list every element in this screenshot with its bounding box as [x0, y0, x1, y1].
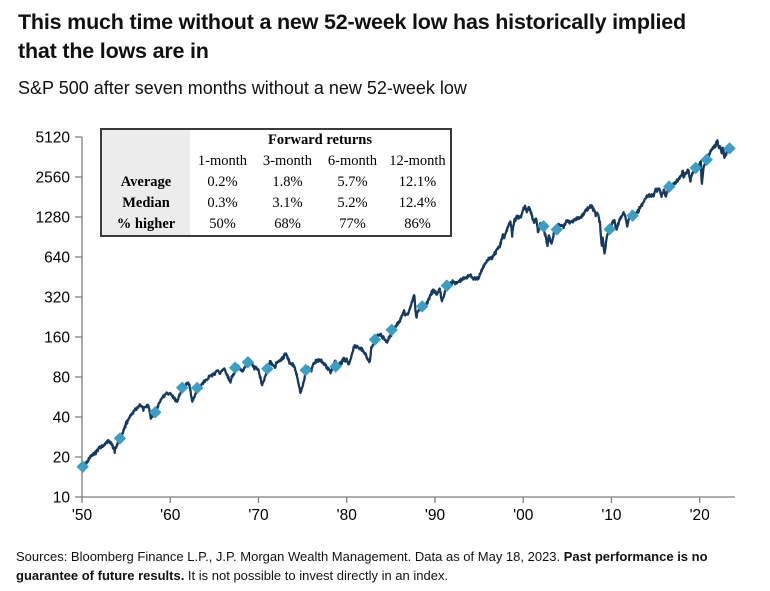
y-tick-label: 80 — [53, 370, 71, 387]
table-cell: 86% — [404, 216, 431, 232]
y-tick-label: 1280 — [36, 210, 71, 227]
signal-marker — [113, 432, 127, 445]
x-tick-label: '20 — [690, 507, 711, 524]
y-tick-label: 640 — [44, 250, 70, 267]
table-cell: 1.8% — [272, 174, 303, 190]
x-tick-label: '80 — [337, 507, 358, 524]
table-row: % higher 50% 68% 77% 86% — [102, 214, 450, 235]
signal-marker — [190, 381, 204, 395]
table-row: Median 0.3% 3.1% 5.2% 12.4% — [102, 193, 450, 214]
table-corner-cell — [102, 130, 190, 151]
table-cell: 0.3% — [207, 195, 238, 211]
table-cell: 12.4% — [398, 195, 437, 211]
table-row-label: % higher — [102, 214, 190, 235]
table-cell: 5.7% — [337, 174, 368, 190]
table-row-label: Median — [102, 193, 190, 214]
signal-marker — [149, 406, 162, 419]
signal-marker — [241, 355, 255, 369]
table-row-label: Average — [102, 172, 190, 193]
table-cell: 5.2% — [337, 195, 368, 211]
table-col-header: 12-month — [389, 153, 446, 169]
x-tick-label: '60 — [160, 507, 181, 524]
y-tick-label: 40 — [53, 410, 71, 427]
signal-marker — [175, 381, 189, 394]
x-tick-label: '90 — [425, 507, 446, 524]
signal-marker — [299, 363, 312, 377]
y-tick-label: 20 — [53, 450, 71, 467]
x-tick-label: '00 — [513, 507, 534, 524]
signal-marker — [700, 153, 713, 167]
page-title-line1: This much time without a new 52-week low… — [18, 10, 686, 34]
sp500-line — [80, 139, 731, 468]
x-tick-label: '50 — [72, 507, 93, 524]
footnote-tail: It is not possible to invest directly in… — [184, 567, 449, 583]
table-row: Average 0.2% 1.8% 5.7% 12.1% — [102, 172, 450, 193]
table-title: Forward returns — [267, 132, 373, 148]
table-cell: 68% — [274, 216, 301, 232]
page-title-line2: that the lows are in — [18, 39, 209, 64]
footnote-sources: Sources: Bloomberg Finance L.P., J.P. Mo… — [16, 549, 564, 564]
x-tick-label: '10 — [601, 507, 622, 524]
signal-marker — [76, 460, 89, 473]
table-cell: 77% — [339, 216, 366, 232]
signal-marker — [415, 300, 429, 313]
y-tick-label: 5120 — [36, 130, 71, 147]
table-cell: 3.1% — [272, 195, 303, 211]
table-col-header: 1-month — [197, 153, 248, 169]
signal-marker — [228, 361, 242, 374]
table-corner-cell — [102, 151, 190, 172]
signal-marker — [368, 333, 382, 346]
y-tick-label: 160 — [44, 330, 70, 347]
table-col-header: 3-month — [262, 153, 313, 169]
forward-returns-inset: Forward returns 1-month 3-month 6-month … — [100, 128, 452, 237]
x-tick-label: '70 — [248, 507, 269, 524]
y-tick-label: 2560 — [36, 170, 71, 187]
y-tick-label: 320 — [44, 290, 70, 307]
signal-marker — [603, 222, 616, 236]
table-cell: 0.2% — [207, 174, 238, 190]
chart-subtitle: S&P 500 after seven months without a new… — [18, 78, 467, 98]
source-footnote: Sources: Bloomberg Finance L.P., J.P. Mo… — [16, 548, 764, 586]
table-cell: 12.1% — [398, 174, 437, 190]
page-title: This much time without a new 52-week low… — [18, 8, 758, 66]
table-col-header: 6-month — [327, 153, 378, 169]
signal-marker — [723, 142, 736, 155]
forward-returns-table: Forward returns 1-month 3-month 6-month … — [102, 130, 450, 235]
footnote-disclaimer-bold: Past performance is no guarantee of futu… — [16, 549, 708, 583]
table-cell: 50% — [209, 216, 236, 232]
y-tick-label: 10 — [53, 490, 71, 507]
